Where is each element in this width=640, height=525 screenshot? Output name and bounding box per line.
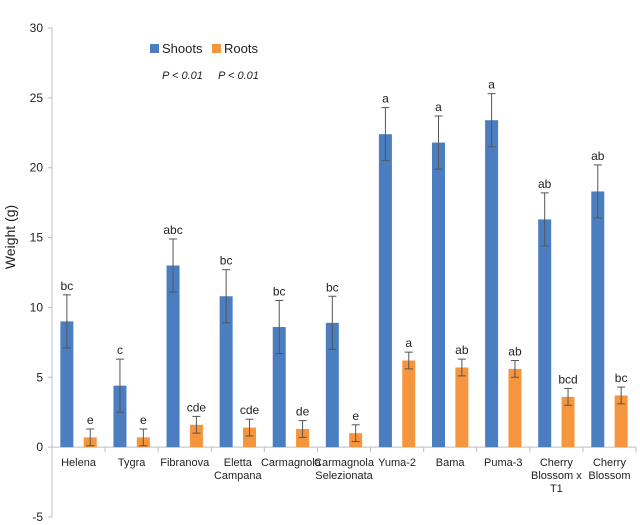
significance-letter-roots: e: [140, 413, 147, 427]
bar-shoots: [378, 134, 392, 448]
y-tick-label: 20: [30, 161, 44, 175]
significance-letter-shoots: bc: [61, 279, 74, 293]
significance-letter-shoots: ab: [538, 177, 552, 191]
p-value-shoots: P < 0.01: [162, 70, 203, 82]
y-tick-label: 25: [30, 91, 44, 105]
y-tick-label: -5: [32, 510, 43, 524]
error-bars-group: [62, 93, 626, 447]
bar-shoots: [325, 322, 339, 448]
x-category-label: Cherry Blossom x T1: [531, 457, 582, 495]
legend-label-shoots: Shoots: [162, 41, 203, 56]
significance-letter-shoots: abc: [163, 223, 182, 237]
x-category-label: Bama: [436, 457, 466, 469]
significance-letter-roots: e: [352, 409, 359, 423]
bar-roots: [402, 360, 416, 448]
legend-swatch-roots: [212, 44, 221, 53]
significance-letter-roots: ab: [455, 343, 469, 357]
y-tick-label: 10: [30, 300, 44, 314]
bar-shoots: [166, 265, 180, 448]
significance-letter-roots: e: [87, 413, 94, 427]
significance-letter-roots: bcd: [558, 372, 577, 386]
x-category-label: Yuma-2: [378, 457, 416, 469]
x-category-label: Carmagnola: [261, 457, 322, 469]
bar-roots: [189, 424, 203, 448]
significance-letter-shoots: ab: [591, 149, 605, 163]
y-tick-label: 15: [30, 231, 44, 245]
significance-letter-shoots: a: [488, 78, 495, 92]
significance-letter-roots: ab: [508, 345, 522, 359]
bar-shoots: [485, 120, 499, 448]
bar-roots: [508, 368, 522, 448]
y-tick-label: 0: [36, 440, 43, 454]
bar-shoots: [591, 191, 605, 448]
bar-roots: [242, 427, 256, 448]
y-axis-label: Weight (g): [2, 205, 18, 269]
bar-shoots: [60, 321, 74, 448]
p-value-roots: P < 0.01: [218, 70, 259, 82]
x-category-label: Helena: [61, 457, 97, 469]
x-category-label: Tygra: [118, 457, 146, 469]
significance-letter-shoots: bc: [220, 254, 233, 268]
bar-shoots: [219, 296, 233, 448]
bar-shoots: [432, 142, 446, 448]
x-category-label: Eletta Campana: [214, 457, 263, 482]
x-tick-labels-group: Helena Tygra Fibranova Eletta CampanaCarmagn…: [61, 457, 630, 495]
x-category-label: Cherry Blossom: [588, 457, 630, 482]
significance-letter-roots: de: [296, 405, 310, 419]
significance-letter-shoots: a: [382, 92, 389, 106]
legend-label-roots: Roots: [224, 41, 258, 56]
x-category-label: Fibranova: [160, 457, 210, 469]
significance-letter-roots: cde: [240, 403, 260, 417]
legend: Shoots Roots P < 0.01 P < 0.01: [150, 41, 259, 82]
bar-shoots: [538, 219, 552, 448]
bar-roots: [455, 367, 469, 448]
significance-letters-group: bc c abc bc bc bc a a a ab ab e e cde cde de e a ab ab bcd bc: [61, 78, 628, 427]
significance-letter-roots: a: [405, 336, 412, 350]
y-tick-label: 5: [36, 370, 43, 384]
bar-roots: [296, 428, 310, 448]
y-tick-label: 30: [30, 21, 44, 35]
bar-roots: [614, 395, 628, 448]
significance-letter-shoots: c: [117, 343, 123, 357]
significance-letter-shoots: bc: [273, 284, 286, 298]
significance-letter-shoots: bc: [326, 280, 339, 294]
bar-roots: [561, 396, 575, 448]
legend-swatch-shoots: [150, 44, 159, 53]
bars-group: [60, 120, 628, 448]
bar-shoots: [113, 385, 127, 448]
x-category-label: Carmagnola Selezionata: [314, 457, 375, 482]
significance-letter-roots: cde: [187, 400, 207, 414]
significance-letter-roots: bc: [615, 371, 628, 385]
bar-shoots: [272, 326, 286, 448]
x-category-label: Puma-3: [484, 457, 523, 469]
significance-letter-shoots: a: [435, 100, 442, 114]
